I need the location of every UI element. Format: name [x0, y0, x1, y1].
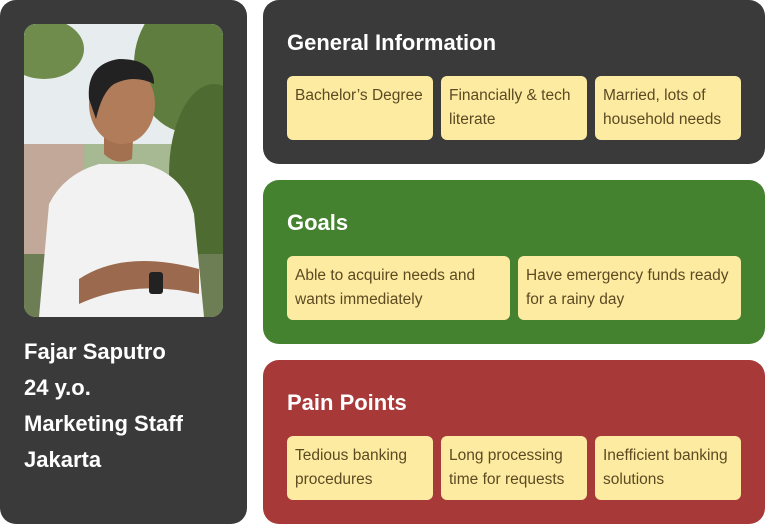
- profile-occupation: Marketing Staff: [24, 411, 183, 436]
- general-information-title: General Information: [287, 30, 497, 55]
- general-information-tags: Bachelor’s Degree Financially & tech lit…: [287, 76, 741, 140]
- general-information-section: General Information Bachelor’s Degree Fi…: [263, 0, 765, 164]
- profile-location: Jakarta: [24, 447, 102, 472]
- person-photo-illustration: [24, 24, 223, 317]
- profile-card: Fajar Saputro 24 y.o. Marketing Staff Ja…: [0, 0, 247, 524]
- pain-points-section: Pain Points Tedious banking procedures L…: [263, 360, 765, 524]
- goals-section: Goals Able to acquire needs and wants im…: [263, 180, 765, 344]
- profile-age: 24 y.o.: [24, 375, 91, 400]
- tag-education: Bachelor’s Degree: [287, 76, 433, 140]
- profile-info: Fajar Saputro 24 y.o. Marketing Staff Ja…: [24, 334, 234, 478]
- tag-pain-inefficient-solutions: Inefficient banking solutions: [595, 436, 741, 500]
- pain-points-tags: Tedious banking procedures Long processi…: [287, 436, 741, 500]
- tag-pain-tedious-procedures: Tedious banking procedures: [287, 436, 433, 500]
- profile-name: Fajar Saputro: [24, 339, 166, 364]
- tag-goal-emergency-funds: Have emergency funds ready for a rainy d…: [518, 256, 741, 320]
- goals-title: Goals: [287, 210, 349, 235]
- tag-household: Married, lots of household needs: [595, 76, 741, 140]
- tag-pain-long-processing: Long processing time for requests: [441, 436, 587, 500]
- tag-literacy: Financially & tech literate: [441, 76, 587, 140]
- pain-points-title: Pain Points: [287, 390, 407, 415]
- tag-goal-acquire-needs: Able to acquire needs and wants immediat…: [287, 256, 510, 320]
- goals-tags: Able to acquire needs and wants immediat…: [287, 256, 741, 320]
- profile-photo: [24, 24, 223, 317]
